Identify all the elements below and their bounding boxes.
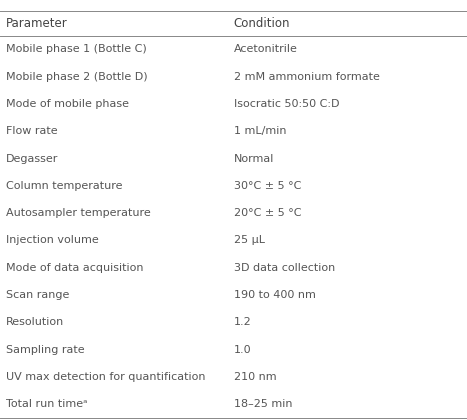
Text: Parameter: Parameter	[6, 17, 67, 29]
Text: Resolution: Resolution	[6, 318, 64, 327]
Text: 1.2: 1.2	[234, 318, 251, 327]
Text: Degasser: Degasser	[6, 154, 58, 163]
Text: Mode of mobile phase: Mode of mobile phase	[6, 99, 128, 109]
Text: Total run timeᵃ: Total run timeᵃ	[6, 399, 87, 409]
Text: 18–25 min: 18–25 min	[234, 399, 292, 409]
Text: Sampling rate: Sampling rate	[6, 345, 84, 354]
Text: 1 mL/min: 1 mL/min	[234, 126, 286, 136]
Text: Column temperature: Column temperature	[6, 181, 122, 191]
Text: Mode of data acquisition: Mode of data acquisition	[6, 263, 143, 273]
Text: 1.0: 1.0	[234, 345, 251, 354]
Text: 30°C ± 5 °C: 30°C ± 5 °C	[234, 181, 301, 191]
Text: Normal: Normal	[234, 154, 274, 163]
Text: Acetonitrile: Acetonitrile	[234, 45, 297, 54]
Text: 2 mM ammonium formate: 2 mM ammonium formate	[234, 72, 379, 81]
Text: 25 μL: 25 μL	[234, 236, 264, 245]
Text: Condition: Condition	[234, 17, 290, 29]
Text: Mobile phase 2 (Bottle D): Mobile phase 2 (Bottle D)	[6, 72, 147, 81]
Text: Flow rate: Flow rate	[6, 126, 57, 136]
Text: 20°C ± 5 °C: 20°C ± 5 °C	[234, 208, 301, 218]
Text: Isocratic 50:50 C:D: Isocratic 50:50 C:D	[234, 99, 339, 109]
Text: 3D data collection: 3D data collection	[234, 263, 335, 273]
Text: UV max detection for quantification: UV max detection for quantification	[6, 372, 205, 382]
Text: 210 nm: 210 nm	[234, 372, 276, 382]
Text: Mobile phase 1 (Bottle C): Mobile phase 1 (Bottle C)	[6, 45, 146, 54]
Text: Scan range: Scan range	[6, 290, 69, 300]
Text: Autosampler temperature: Autosampler temperature	[6, 208, 150, 218]
Text: 190 to 400 nm: 190 to 400 nm	[234, 290, 315, 300]
Text: Injection volume: Injection volume	[6, 236, 99, 245]
